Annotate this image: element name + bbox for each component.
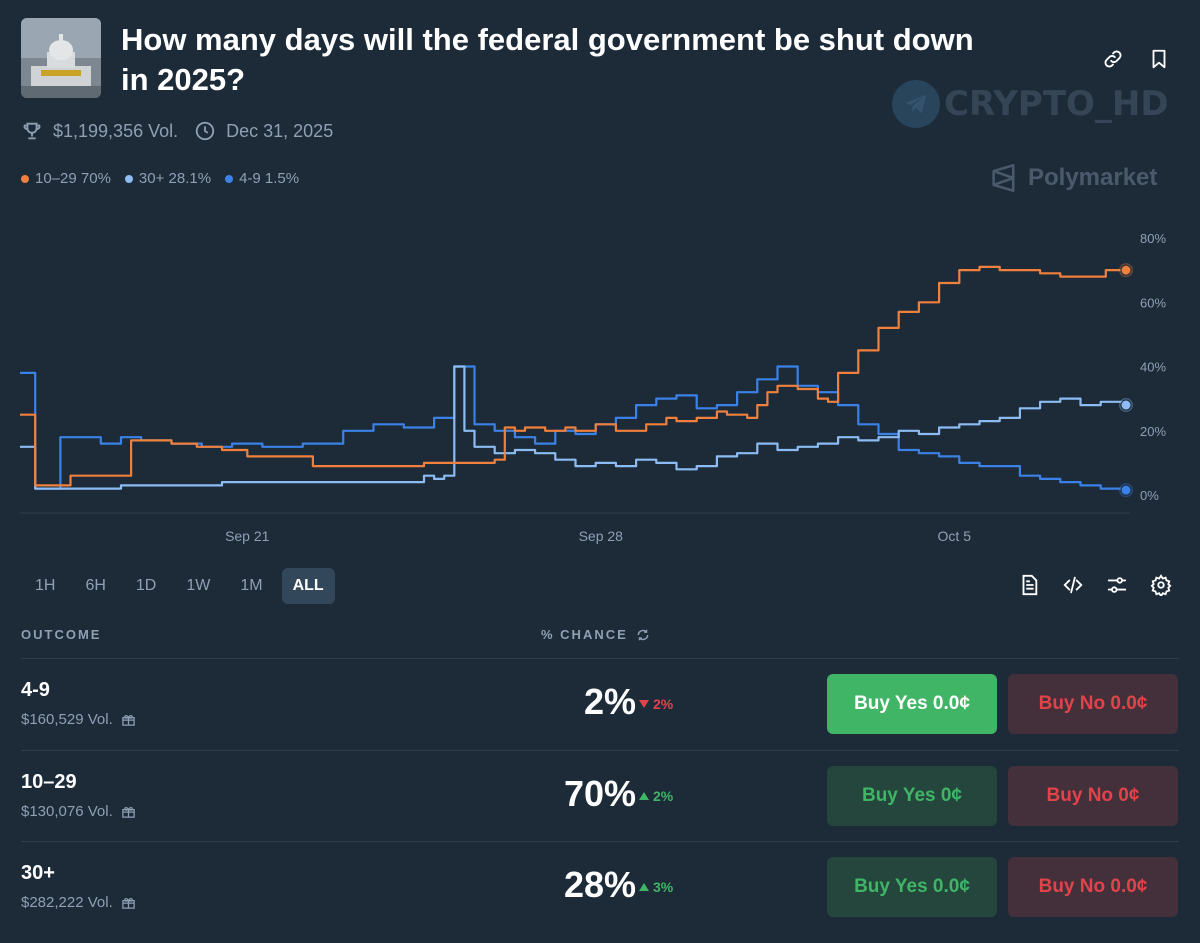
range-button-1h[interactable]: 1H xyxy=(35,577,56,594)
clock-icon xyxy=(195,121,215,141)
series-end-point xyxy=(1120,399,1132,411)
buy-yes-button[interactable]: Buy Yes 0¢ xyxy=(827,766,997,826)
outcome-volume-text: $130,076 Vol. xyxy=(21,803,113,820)
buy-no-button[interactable]: Buy No 0.0¢ xyxy=(1008,674,1178,734)
gift-icon xyxy=(122,898,135,909)
bookmark-icon[interactable] xyxy=(1148,48,1170,70)
link-icon[interactable] xyxy=(1102,48,1124,70)
document-icon[interactable] xyxy=(1018,574,1040,596)
buy-no-button[interactable]: Buy No 0¢ xyxy=(1008,766,1178,826)
outcome-name: 30+ xyxy=(21,862,55,884)
buy-yes-button[interactable]: Buy Yes 0.0¢ xyxy=(827,857,997,917)
range-button-6h[interactable]: 6H xyxy=(85,577,106,594)
legend-label: 4-9 1.5% xyxy=(239,170,300,187)
end-date-text: Dec 31, 2025 xyxy=(226,120,334,141)
y-tick-label: 60% xyxy=(1140,295,1166,310)
chance-column-header: % CHANCE xyxy=(541,627,650,642)
outcome-change: 2% xyxy=(639,696,673,712)
chart-legend: 10–29 70% 30+ 28.1% 4-9 1.5% xyxy=(21,170,299,187)
outcome-chance: 70% xyxy=(563,773,636,814)
outcome-row: 10–29 $130,076 Vol. 70% 2% Buy Yes 0¢ Bu… xyxy=(21,750,1179,842)
x-tick-label: Sep 21 xyxy=(225,528,270,544)
x-tick-label: Sep 28 xyxy=(579,528,624,544)
gift-icon xyxy=(122,715,135,726)
time-range-selector: 1H 6H 1D 1W 1M ALL xyxy=(24,568,335,604)
y-tick-label: 80% xyxy=(1140,231,1166,246)
down-arrow-icon xyxy=(639,700,649,708)
buy-yes-button[interactable]: Buy Yes 0.0¢ xyxy=(827,674,997,734)
outcome-volume: $130,076 Vol. xyxy=(21,803,136,820)
outcome-change-text: 2% xyxy=(653,696,674,712)
gear-icon[interactable] xyxy=(1150,574,1172,596)
outcome-chance: 2% xyxy=(583,681,636,722)
outcome-name: 4-9 xyxy=(21,679,50,701)
end-date-info: Dec 31, 2025 xyxy=(194,120,333,142)
legend-label: 30+ 28.1% xyxy=(138,170,212,187)
up-arrow-icon xyxy=(639,883,649,891)
outcome-volume-text: $282,222 Vol. xyxy=(21,894,113,911)
y-tick-label: 40% xyxy=(1140,360,1166,375)
legend-dot xyxy=(124,174,133,183)
volume-text: $1,199,356 Vol. xyxy=(53,120,179,141)
outcome-row: 30+ $282,222 Vol. 28% 3% Buy Yes 0.0¢ Bu… xyxy=(21,841,1179,933)
polymarket-logo-icon xyxy=(992,164,1015,192)
range-button-1w[interactable]: 1W xyxy=(186,577,211,594)
legend-item: 10–29 70% xyxy=(21,170,111,187)
market-meta: $1,199,356 Vol. Dec 31, 2025 xyxy=(21,120,349,142)
trophy-icon xyxy=(23,122,41,140)
telegram-icon xyxy=(892,80,940,128)
sliders-icon[interactable] xyxy=(1106,574,1128,596)
header-actions xyxy=(1102,48,1170,70)
legend-item: 30+ 28.1% xyxy=(124,170,212,187)
outcome-change-text: 3% xyxy=(653,879,674,895)
series-line-30+ xyxy=(20,365,1128,490)
range-button-all[interactable]: ALL xyxy=(281,568,335,604)
y-tick-label: 20% xyxy=(1140,424,1166,439)
chart-tools xyxy=(1018,574,1172,596)
outcome-change-text: 2% xyxy=(653,788,674,804)
legend-label: 10–29 70% xyxy=(35,170,111,187)
market-title: How many days will the federal governmen… xyxy=(121,22,974,97)
watermark-text: CRYPTO_HD xyxy=(944,84,1169,124)
price-chart: 80% 60% 40% 20% 0% Sep 21 Sep 28 Oct 5 xyxy=(20,231,1166,544)
watermark: CRYPTO_HD xyxy=(892,80,1169,128)
market-thumbnail xyxy=(21,18,101,98)
polymarket-brand: Polymarket xyxy=(990,163,1157,193)
outcome-row: 4-9 $160,529 Vol. 2% 2% Buy Yes 0.0¢ Buy… xyxy=(21,658,1179,750)
chance-column-label: % CHANCE xyxy=(541,627,628,642)
outcome-volume: $160,529 Vol. xyxy=(21,711,136,728)
legend-dot xyxy=(225,174,234,183)
gift-icon xyxy=(122,807,135,818)
volume-info: $1,199,356 Vol. xyxy=(21,120,178,142)
capitol-building-image xyxy=(21,18,101,98)
range-button-1d[interactable]: 1D xyxy=(135,577,157,594)
series-line-4-9 xyxy=(20,365,1128,491)
outcome-column-header: OUTCOME xyxy=(21,627,102,642)
outcome-change: 2% xyxy=(639,788,673,804)
series-line-10–29 xyxy=(20,265,1126,487)
legend-dot xyxy=(21,174,29,183)
refresh-icon[interactable] xyxy=(636,628,650,642)
polymarket-text: Polymarket xyxy=(1028,164,1158,191)
code-icon[interactable] xyxy=(1062,574,1084,596)
outcome-chance: 28% xyxy=(563,864,636,905)
outcome-change: 3% xyxy=(639,879,673,895)
y-tick-label: 0% xyxy=(1140,488,1159,503)
buy-no-button[interactable]: Buy No 0.0¢ xyxy=(1008,857,1178,917)
range-button-1m[interactable]: 1M xyxy=(240,577,263,594)
series-end-point xyxy=(1120,484,1132,496)
series-end-point xyxy=(1120,264,1132,276)
outcome-volume: $282,222 Vol. xyxy=(21,894,136,911)
outcome-volume-text: $160,529 Vol. xyxy=(21,711,113,728)
x-tick-label: Oct 5 xyxy=(938,528,972,544)
outcome-name: 10–29 xyxy=(21,771,77,793)
legend-item: 4-9 1.5% xyxy=(225,170,299,187)
up-arrow-icon xyxy=(639,792,649,800)
